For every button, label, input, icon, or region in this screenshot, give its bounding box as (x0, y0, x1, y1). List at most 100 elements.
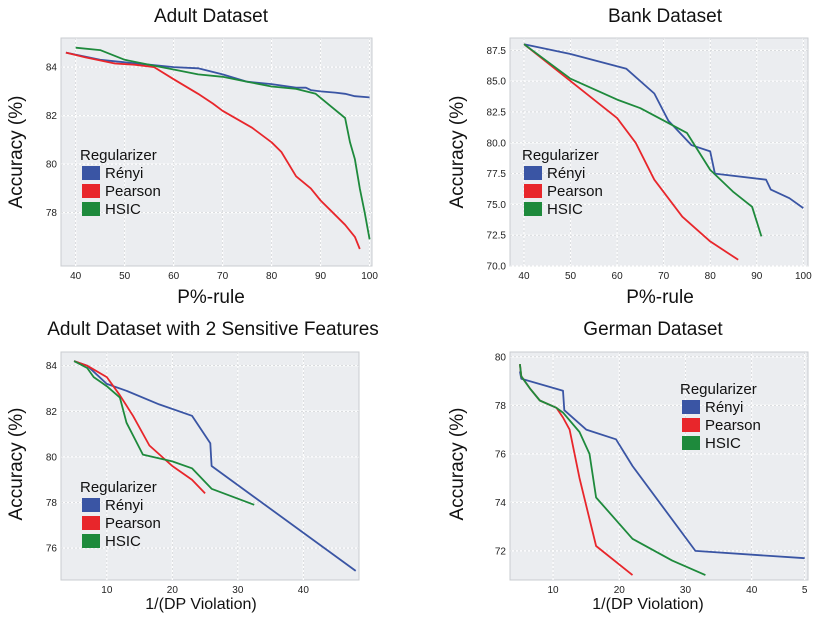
x-tick-label: 30 (680, 585, 692, 596)
y-tick-label: 80 (46, 452, 58, 463)
x-tick-label: 5 (802, 585, 808, 596)
y-tick-label: 82 (46, 407, 58, 418)
y-axis-label: Accuracy (%) (6, 408, 27, 521)
y-tick-label: 76 (46, 544, 58, 555)
x-tick-label: 70 (658, 271, 670, 282)
y-tick-label: 85.0 (487, 77, 507, 88)
legend-title: Regularizer (80, 147, 157, 164)
legend-item-label: Rényi (105, 165, 143, 182)
x-tick-label: 80 (266, 271, 278, 282)
x-axis-label: P%-rule (626, 287, 694, 308)
chart-title: Adult Dataset with 2 Sensitive Features (47, 319, 379, 340)
y-tick-label: 76 (495, 449, 507, 460)
y-tick-label: 72 (495, 546, 507, 557)
y-tick-label: 80 (46, 160, 58, 171)
x-axis-label: 1/(DP Violation) (145, 596, 256, 613)
x-tick-label: 60 (168, 271, 180, 282)
plot-area (509, 351, 809, 581)
series-line-hsic (73, 360, 255, 506)
legend-item-label: HSIC (105, 533, 141, 550)
series-line-renyi (73, 360, 357, 572)
y-tick-label: 82.5 (487, 107, 507, 118)
chart-title: Bank Dataset (608, 6, 723, 27)
legend-swatch (82, 202, 100, 216)
y-tick-label: 84 (46, 361, 58, 372)
y-tick-label: 84 (46, 63, 58, 74)
legend-swatch (82, 184, 100, 198)
y-tick-label: 82 (46, 111, 58, 122)
x-tick-label: 20 (614, 585, 626, 596)
y-tick-label: 77.5 (487, 169, 507, 180)
x-axis-label: P%-rule (177, 287, 245, 308)
legend-swatch (682, 418, 700, 432)
x-tick-label: 80 (705, 271, 717, 282)
y-tick-label: 74 (495, 498, 507, 509)
y-tick-label: 75.0 (487, 200, 507, 211)
series-line-pearson (73, 360, 206, 495)
series-line-renyi (519, 371, 805, 560)
x-tick-label: 90 (751, 271, 763, 282)
x-tick-label: 60 (612, 271, 624, 282)
y-axis-label: Accuracy (%) (6, 96, 27, 209)
legend-item-label: Pearson (547, 183, 603, 200)
y-tick-label: 78 (46, 498, 58, 509)
series-line-hsic (75, 46, 371, 240)
legend-item-label: Pearson (105, 183, 161, 200)
y-axis-label: Accuracy (%) (447, 96, 468, 209)
chart-title: German Dataset (583, 319, 723, 340)
legend-item-label: Rényi (705, 399, 743, 416)
chart-panel-1: 40 50 60 70 80 90 100 78 80 82 84 Adult Dataset P%-r… (6, 6, 378, 308)
y-tick-label: 80.0 (487, 138, 507, 149)
x-tick-label: 40 (746, 585, 758, 596)
x-tick-label: 40 (70, 271, 82, 282)
legend-title: Regularizer (522, 147, 599, 164)
legend-swatch (524, 202, 542, 216)
y-axis-label: Accuracy (%) (447, 408, 468, 521)
x-tick-label: 10 (547, 585, 559, 596)
x-axis-label: 1/(DP Violation) (592, 596, 703, 613)
legend-title: Regularizer (80, 479, 157, 496)
legend-swatch (82, 516, 100, 530)
legend-item-label: HSIC (705, 435, 741, 452)
x-tick-label: 40 (518, 271, 530, 282)
y-tick-label: 78 (46, 208, 58, 219)
x-tick-label: 100 (361, 271, 378, 282)
x-tick-label: 20 (167, 585, 179, 596)
series-line-hsic (523, 43, 763, 237)
x-tick-label: 50 (119, 271, 131, 282)
y-tick-label: 78 (495, 401, 507, 412)
legend-item-label: HSIC (547, 201, 583, 218)
x-tick-label: 30 (232, 585, 244, 596)
chart-panel-2: 40 50 60 70 80 90 100 70.0 72.5 75.0 77.5 80.0 82.5 8… (447, 6, 812, 308)
y-tick-label: 80 (495, 352, 507, 363)
x-tick-label: 10 (101, 585, 113, 596)
chart-panel-3: 10 20 30 40 76 78 80 82 84 Adult Dataset with 2 S… (6, 319, 379, 613)
legend-swatch (82, 498, 100, 512)
legend-item-label: Rényi (547, 165, 585, 182)
legend-item-label: Pearson (105, 515, 161, 532)
x-tick-label: 100 (795, 271, 812, 282)
legend-item-label: Rényi (105, 497, 143, 514)
chart-title: Adult Dataset (154, 6, 269, 27)
legend-item-label: HSIC (105, 201, 141, 218)
series-line-renyi (523, 43, 804, 209)
legend-title: Regularizer (680, 381, 757, 398)
legend-swatch (82, 534, 100, 548)
y-tick-label: 87.5 (487, 46, 507, 57)
series-line-pearson (65, 51, 361, 250)
x-tick-label: 70 (217, 271, 229, 282)
legend-swatch (682, 400, 700, 414)
series-line-hsic (519, 363, 706, 576)
legend-swatch (82, 166, 100, 180)
legend-swatch (682, 436, 700, 450)
y-tick-label: 70.0 (487, 262, 507, 273)
legend-swatch (524, 184, 542, 198)
legend-swatch (524, 166, 542, 180)
x-tick-label: 40 (298, 585, 310, 596)
x-tick-label: 90 (315, 271, 327, 282)
